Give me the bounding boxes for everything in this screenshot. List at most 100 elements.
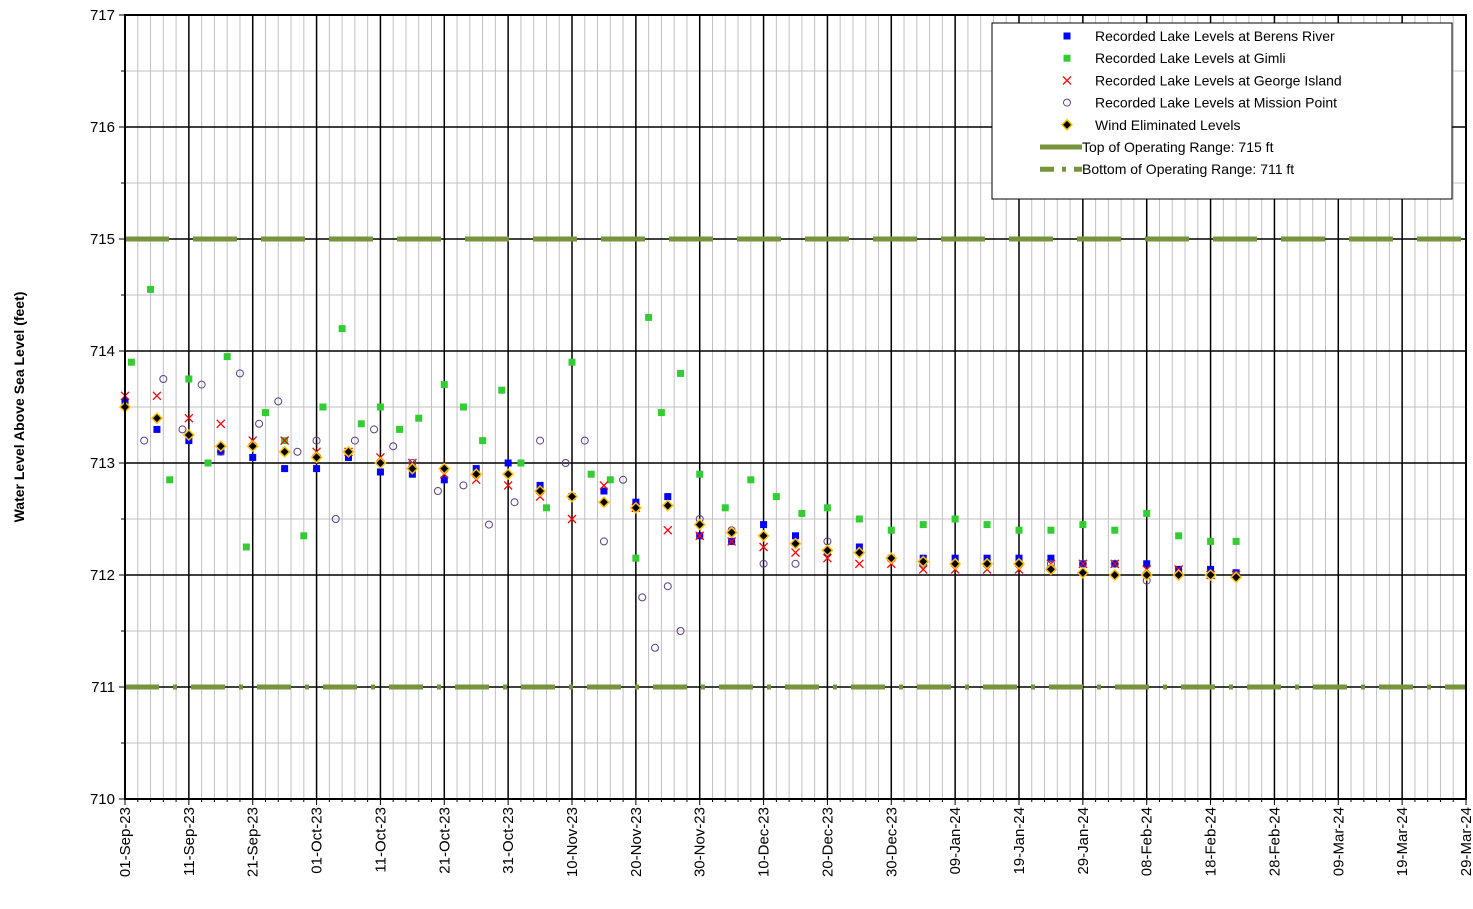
- data-point: [223, 353, 231, 361]
- data-point: [645, 313, 653, 321]
- x-tick-label: 28-Feb-24: [1266, 807, 1283, 876]
- data-point: [854, 559, 864, 569]
- x-tick-label: 20-Dec-23: [819, 807, 836, 877]
- data-point: [792, 532, 799, 540]
- data-point: [536, 436, 545, 445]
- data-point: [661, 499, 674, 512]
- data-point: [197, 380, 206, 389]
- data-point: [246, 440, 259, 453]
- x-tick-label: 08-Feb-24: [1139, 807, 1156, 876]
- x-tick-label: 10-Nov-23: [564, 807, 581, 877]
- data-point: [1140, 568, 1153, 582]
- data-point: [568, 358, 576, 366]
- y-tick-label: 716: [90, 119, 115, 136]
- data-point: [281, 465, 289, 473]
- data-point: [300, 532, 308, 540]
- data-point: [278, 445, 291, 458]
- data-point: [629, 501, 642, 514]
- data-point: [166, 476, 174, 484]
- x-stroke: [567, 514, 577, 524]
- data-point: [760, 521, 768, 529]
- data-point: [376, 403, 384, 411]
- data-point: [677, 369, 685, 377]
- data-point: [695, 531, 705, 541]
- data-point: [567, 514, 577, 524]
- data-point: [1044, 563, 1057, 576]
- legend-marker: [1062, 75, 1072, 85]
- series-4: [118, 400, 1243, 584]
- x-stroke: [727, 536, 737, 546]
- data-point: [789, 537, 802, 550]
- x-tick-label: 19-Jan-24: [1011, 807, 1028, 875]
- data-point: [759, 542, 769, 552]
- x-stroke: [1062, 75, 1072, 85]
- data-point: [587, 470, 595, 478]
- data-point: [663, 582, 672, 591]
- data-point: [1204, 568, 1217, 582]
- data-point: [1015, 526, 1023, 534]
- data-point: [184, 413, 194, 423]
- x-stroke: [184, 413, 194, 423]
- data-point: [1108, 568, 1121, 582]
- data-point: [597, 496, 610, 509]
- data-point: [1143, 509, 1151, 517]
- data-point: [619, 475, 628, 484]
- data-point: [204, 459, 212, 467]
- data-point: [632, 554, 640, 562]
- x-stroke: [854, 559, 864, 569]
- data-point: [510, 498, 519, 507]
- data-point: [823, 504, 831, 512]
- data-point: [951, 515, 959, 523]
- data-point: [459, 403, 467, 411]
- data-point: [542, 504, 550, 512]
- data-point: [887, 526, 895, 534]
- x-tick-label: 30-Dec-23: [883, 807, 900, 877]
- y-tick-label: 713: [90, 455, 115, 472]
- data-point: [534, 484, 547, 498]
- data-point: [651, 643, 660, 652]
- data-point: [376, 468, 384, 476]
- data-point: [479, 437, 487, 445]
- data-point: [504, 459, 512, 467]
- data-point: [1172, 568, 1185, 582]
- x-tick-label: 20-Nov-23: [628, 807, 645, 877]
- data-point: [725, 526, 738, 539]
- data-point: [440, 476, 448, 484]
- data-point: [1111, 526, 1119, 534]
- data-point: [983, 521, 991, 529]
- data-point: [503, 480, 513, 490]
- x-tick-label: 31-Oct-23: [500, 807, 517, 874]
- data-point: [274, 397, 283, 406]
- data-point: [1047, 526, 1055, 534]
- data-point: [606, 476, 614, 484]
- x-stroke: [663, 525, 673, 535]
- y-tick-label: 717: [90, 7, 115, 24]
- data-point: [342, 445, 355, 458]
- x-tick-label: 18-Feb-24: [1203, 807, 1220, 876]
- data-point: [498, 386, 506, 394]
- data-point: [438, 462, 451, 475]
- data-point: [406, 462, 419, 475]
- data-point: [313, 465, 321, 473]
- x-tick-label: 19-Mar-24: [1394, 807, 1411, 876]
- x-stroke: [599, 480, 609, 490]
- x-tick-label: 09-Mar-24: [1330, 807, 1347, 876]
- data-point: [676, 627, 685, 635]
- x-tick-label: 01-Sep-23: [117, 807, 134, 877]
- legend-label: Recorded Lake Levels at Mission Point: [1095, 95, 1337, 111]
- data-point: [885, 552, 898, 565]
- x-tick-label: 10-Dec-23: [756, 807, 773, 877]
- data-point: [919, 521, 927, 529]
- data-point: [415, 414, 423, 422]
- data-point: [396, 425, 404, 433]
- data-point: [1076, 566, 1089, 579]
- x-stroke: [791, 548, 800, 558]
- x-stroke: [822, 553, 832, 563]
- x-tick-label: 11-Sep-23: [181, 807, 198, 876]
- y-tick-label: 710: [90, 791, 115, 808]
- data-point: [484, 520, 493, 529]
- data-point: [821, 544, 834, 557]
- x-tick-label: 11-Oct-23: [372, 807, 389, 873]
- legend-marker: [1060, 118, 1074, 131]
